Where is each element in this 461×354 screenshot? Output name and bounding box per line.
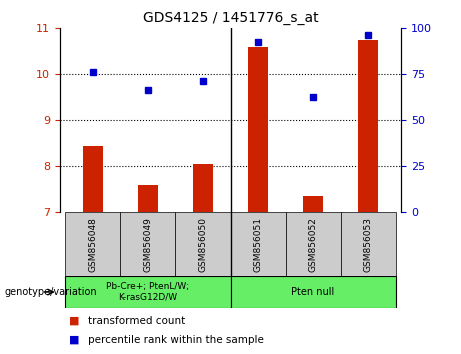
Text: ■: ■ — [69, 316, 80, 326]
Text: GSM856051: GSM856051 — [254, 217, 262, 273]
Bar — [341, 212, 396, 276]
Text: GSM856048: GSM856048 — [89, 217, 97, 272]
Text: GSM856049: GSM856049 — [143, 217, 153, 272]
Bar — [359, 40, 378, 212]
Bar — [285, 212, 341, 276]
Bar — [230, 276, 396, 308]
Text: ■: ■ — [69, 335, 80, 345]
Bar — [230, 212, 285, 276]
Title: GDS4125 / 1451776_s_at: GDS4125 / 1451776_s_at — [143, 11, 318, 24]
Bar — [83, 146, 103, 212]
Text: GSM856052: GSM856052 — [308, 217, 318, 272]
Bar — [193, 164, 213, 212]
Bar — [138, 185, 158, 212]
Text: percentile rank within the sample: percentile rank within the sample — [88, 335, 264, 345]
Text: GSM856050: GSM856050 — [199, 217, 207, 273]
Bar — [120, 212, 176, 276]
Text: transformed count: transformed count — [88, 316, 185, 326]
Text: Pten null: Pten null — [291, 287, 335, 297]
Text: genotype/variation: genotype/variation — [5, 287, 97, 297]
Bar — [176, 212, 230, 276]
Text: Pb-Cre+; PtenL/W;
K-rasG12D/W: Pb-Cre+; PtenL/W; K-rasG12D/W — [106, 282, 189, 302]
Bar — [248, 47, 268, 212]
Bar — [65, 212, 120, 276]
Bar — [65, 276, 230, 308]
Bar — [303, 196, 323, 212]
Text: GSM856053: GSM856053 — [364, 217, 372, 273]
